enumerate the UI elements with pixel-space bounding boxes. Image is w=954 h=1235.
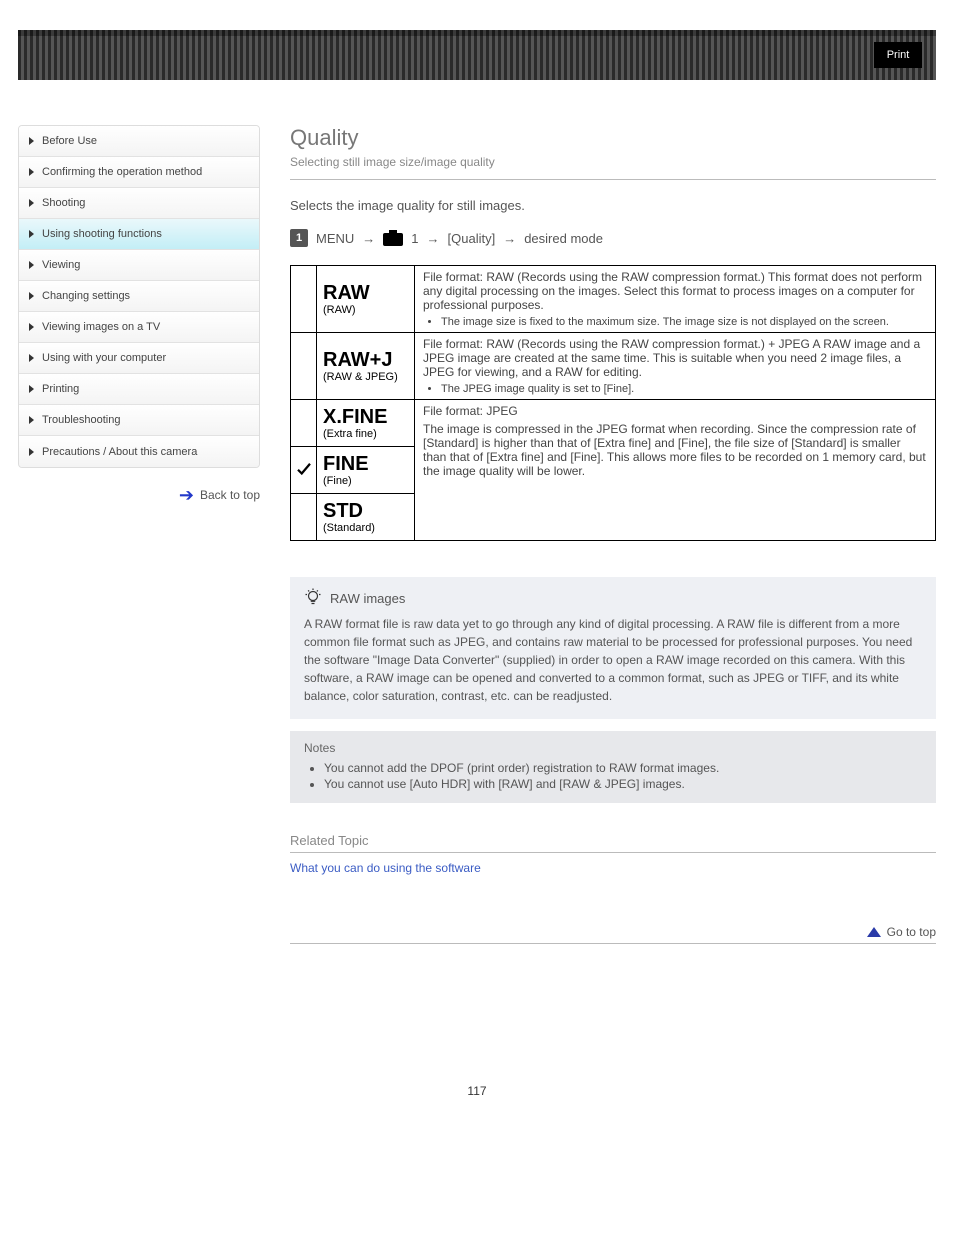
lightbulb-icon [304, 587, 322, 609]
sidebar-item[interactable]: Using shooting functions [19, 219, 259, 250]
chevron-right-icon [29, 416, 34, 424]
arrow-right-icon: ➔ [179, 486, 194, 504]
tip-title: RAW images [330, 591, 405, 606]
camera-icon [383, 230, 403, 246]
page-number: 117 [18, 1084, 936, 1098]
notes-box: Notes You cannot add the DPOF (print ord… [290, 731, 936, 803]
check-cell [291, 333, 317, 400]
sidebar-item-label: Printing [42, 383, 79, 395]
note-item: You cannot add the DPOF (print order) re… [324, 761, 922, 775]
check-cell [291, 494, 317, 541]
sidebar-item-label: Shooting [42, 197, 85, 209]
sidebar-item[interactable]: Precautions / About this camera [19, 436, 259, 467]
step-number: 1 [290, 229, 308, 247]
go-to-top[interactable]: Go to top [290, 925, 936, 944]
sidebar-item-label: Precautions / About this camera [42, 446, 197, 458]
sidebar-item[interactable]: Viewing [19, 250, 259, 281]
notes-heading: Notes [304, 741, 922, 755]
sidebar-item-label: Confirming the operation method [42, 166, 202, 178]
page-subtitle: Selecting still image size/image quality [290, 155, 936, 180]
chevron-right-icon [29, 168, 34, 176]
chevron-right-icon [29, 292, 34, 300]
lead-text: Selects the image quality for still imag… [290, 198, 936, 213]
menu-label: MENU [316, 231, 354, 246]
tip-box: RAW images A RAW format file is raw data… [290, 577, 936, 719]
sidebar-item[interactable]: Using with your computer [19, 343, 259, 374]
checkmark-icon [295, 460, 313, 478]
mode-icon-cell: X.FINE(Extra fine) [317, 400, 415, 447]
mode-icon-cell: STD(Standard) [317, 494, 415, 541]
sidebar-item[interactable]: Troubleshooting [19, 405, 259, 436]
arrow-icon: → [503, 231, 516, 246]
sidebar-item-label: Viewing [42, 259, 80, 271]
mode-icon-cell: FINE(Fine) [317, 447, 415, 494]
menu-num: 1 [411, 231, 418, 246]
quality-modes-table: RAW(RAW)File format: RAW (Records using … [290, 265, 936, 541]
arrow-icon: → [427, 231, 440, 246]
desired-mode-label: desired mode [524, 231, 603, 246]
sidebar-item[interactable]: Printing [19, 374, 259, 405]
mode-icon-cell: RAW(RAW) [317, 266, 415, 333]
sidebar-item[interactable]: Confirming the operation method [19, 157, 259, 188]
check-cell [291, 266, 317, 333]
chevron-right-icon [29, 199, 34, 207]
main-content: Quality Selecting still image size/image… [290, 125, 936, 944]
related-topic-link[interactable]: What you can do using the software [290, 861, 936, 875]
related-topic-heading: Related Topic [290, 833, 936, 853]
chevron-right-icon [29, 448, 34, 456]
sidebar-item-label: Before Use [42, 135, 97, 147]
menu-path: 1 MENU → 1 → [Quality] → desired mode [290, 229, 936, 247]
mode-desc-cell: File format: RAW (Records using the RAW … [415, 266, 936, 333]
mode-desc-cell: File format: JPEGThe image is compressed… [415, 400, 936, 541]
sidebar-item[interactable]: Before Use [19, 126, 259, 157]
tip-body: A RAW format file is raw data yet to go … [304, 615, 922, 705]
chevron-right-icon [29, 354, 34, 362]
sidebar: Before Use Confirming the operation metho… [18, 125, 260, 504]
header-bar: Print [18, 30, 936, 80]
back-to-top-link[interactable]: ➔ Back to top [18, 486, 260, 504]
notes-list: You cannot add the DPOF (print order) re… [304, 761, 922, 791]
tip-heading: RAW images [304, 587, 922, 609]
print-button[interactable]: Print [874, 42, 922, 68]
quality-label: [Quality] [448, 231, 496, 246]
sidebar-item-label: Using shooting functions [42, 228, 162, 240]
mode-desc-cell: File format: RAW (Records using the RAW … [415, 333, 936, 400]
chevron-right-icon [29, 385, 34, 393]
page-layout: Before Use Confirming the operation metho… [18, 125, 936, 944]
go-to-top-label: Go to top [887, 925, 936, 939]
sidebar-item[interactable]: Viewing images on a TV [19, 312, 259, 343]
back-to-top-label: Back to top [200, 488, 260, 502]
note-item: You cannot use [Auto HDR] with [RAW] and… [324, 777, 922, 791]
check-cell [291, 400, 317, 447]
arrow-icon: → [362, 231, 375, 246]
sidebar-item[interactable]: Shooting [19, 188, 259, 219]
page-title: Quality [290, 125, 936, 151]
sidebar-item-label: Using with your computer [42, 352, 166, 364]
header-top-strip [18, 30, 936, 36]
sidebar-item-label: Viewing images on a TV [42, 321, 160, 333]
chevron-right-icon [29, 323, 34, 331]
check-cell [291, 447, 317, 494]
mode-icon-cell: RAW+J(RAW & JPEG) [317, 333, 415, 400]
chevron-right-icon [29, 261, 34, 269]
sidebar-item-label: Troubleshooting [42, 414, 120, 426]
sidebar-item[interactable]: Changing settings [19, 281, 259, 312]
sidebar-item-label: Changing settings [42, 290, 130, 302]
sidebar-nav: Before Use Confirming the operation metho… [18, 125, 260, 468]
chevron-up-icon [867, 927, 881, 937]
chevron-right-icon [29, 137, 34, 145]
chevron-right-icon [29, 230, 34, 238]
